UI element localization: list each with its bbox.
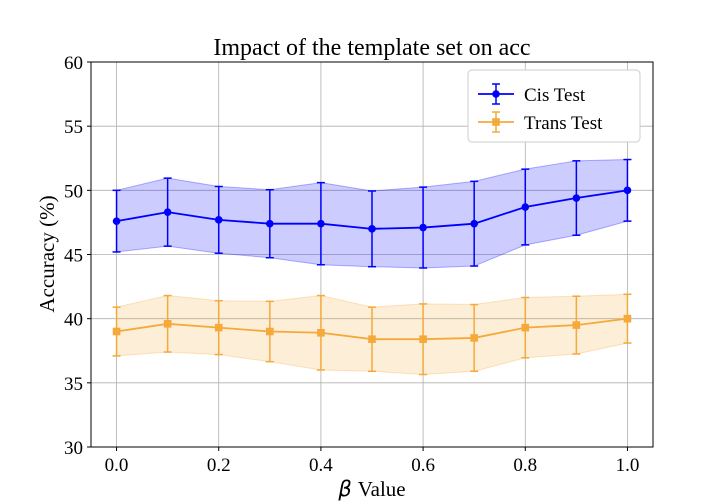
- y-tick-label: 30: [64, 438, 83, 459]
- y-tick-label: 55: [64, 117, 83, 138]
- data-point: [266, 327, 274, 336]
- x-tick-label: 1.0: [616, 455, 640, 476]
- data-point: [163, 320, 172, 328]
- data-point: [368, 225, 376, 233]
- data-point: [163, 208, 172, 216]
- data-point: [214, 216, 223, 224]
- legend-label: Cis Test: [524, 85, 586, 106]
- data-point: [470, 334, 478, 342]
- x-tick-label: 0.8: [513, 455, 537, 476]
- legend-label: Trans Test: [524, 113, 603, 134]
- data-point: [112, 217, 121, 225]
- x-tick-label: 0.0: [105, 455, 129, 476]
- chart-title: Impact of the template set on acc: [213, 35, 530, 61]
- data-point: [317, 328, 325, 337]
- x-tick-label: 0.4: [309, 455, 333, 476]
- legend-box: [467, 69, 641, 143]
- data-point: [572, 321, 581, 329]
- x-tick-label: 0.6: [411, 455, 435, 476]
- legend-marker: [492, 90, 500, 98]
- series-cis-test: [112, 158, 632, 269]
- data-point: [112, 327, 121, 336]
- data-point: [419, 223, 427, 232]
- data-point: [521, 323, 530, 332]
- data-point: [470, 219, 478, 228]
- x-axis-label: β Value: [337, 477, 405, 501]
- y-tick-label: 35: [64, 374, 83, 395]
- x-tick-label: 0.2: [207, 455, 231, 476]
- data-point: [368, 335, 376, 343]
- data-point: [521, 203, 530, 211]
- y-tick-label: 50: [64, 181, 83, 202]
- series-trans-test: [112, 293, 632, 376]
- y-tick-label: 60: [64, 53, 83, 74]
- ticks: 0.0 0.2 0.4 0.6 0.8 1.0 30 35 40 45 50 55 60: [64, 53, 639, 476]
- data-point: [623, 186, 632, 195]
- y-tick-label: 40: [64, 310, 83, 331]
- data-point: [214, 323, 223, 332]
- x-axis-label-text: Value: [358, 477, 406, 501]
- y-tick-label: 45: [64, 246, 83, 267]
- legend-marker: [492, 118, 500, 126]
- y-axis-label: Accuracy (%): [35, 195, 59, 312]
- x-axis-label-symbol: β: [337, 477, 351, 501]
- data-point: [419, 335, 427, 343]
- data-point: [623, 314, 632, 323]
- data-point: [317, 219, 325, 228]
- series-layer: [112, 158, 632, 376]
- data-point: [266, 219, 274, 228]
- data-point: [572, 194, 581, 202]
- legend: Cis Test Trans Test: [467, 69, 641, 143]
